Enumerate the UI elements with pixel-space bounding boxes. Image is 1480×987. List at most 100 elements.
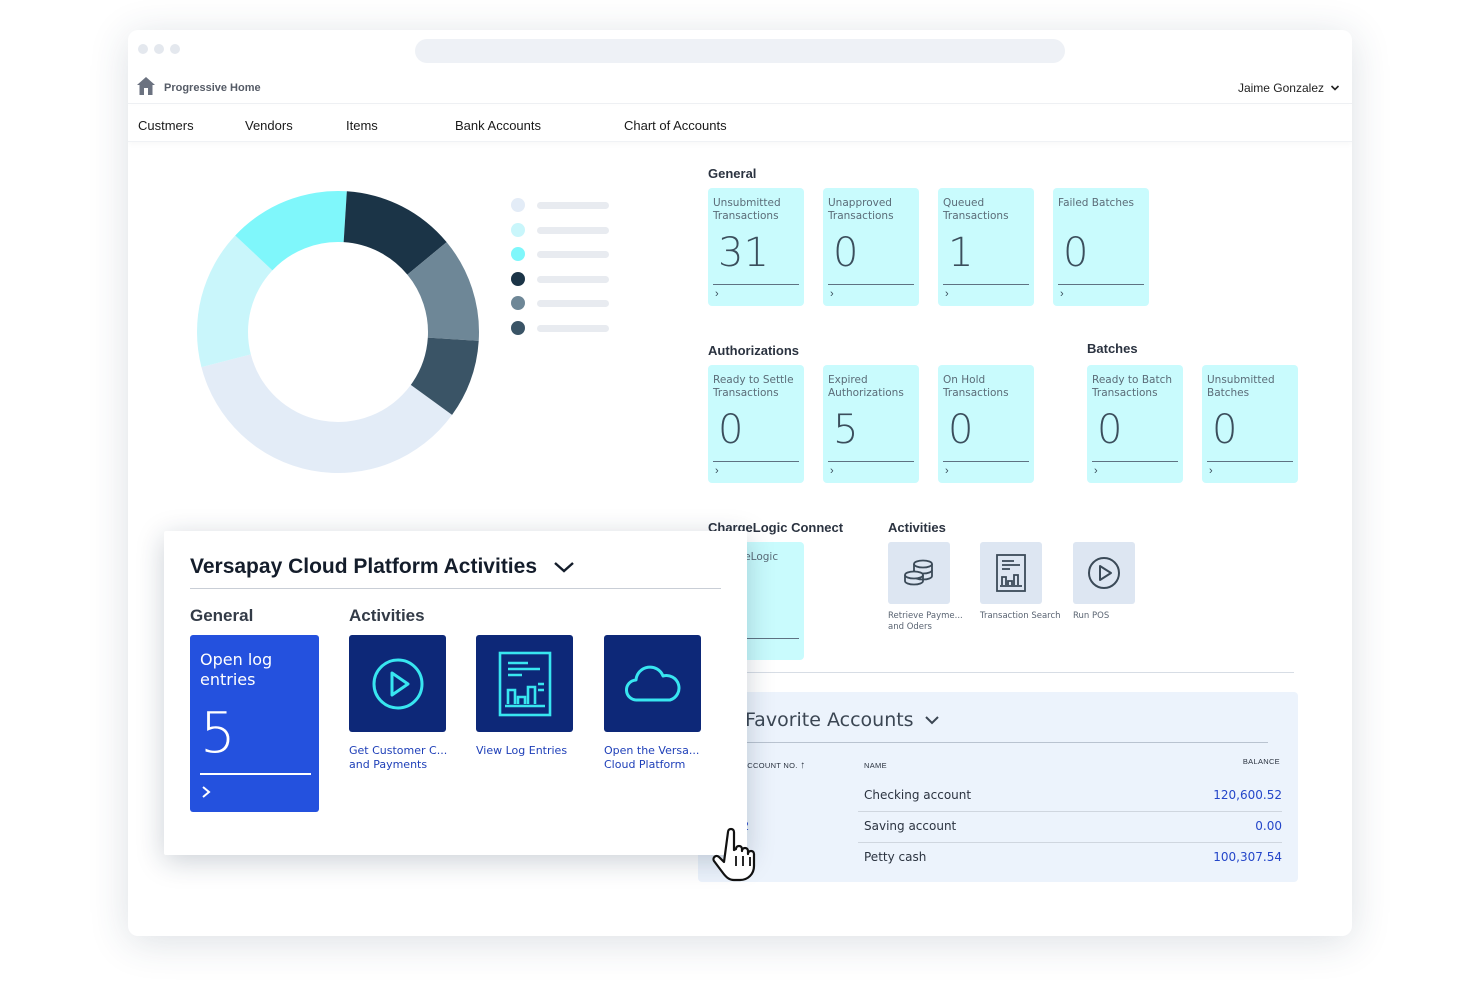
general-heading: General <box>708 166 757 181</box>
legend-swatch <box>511 296 525 311</box>
hand-cursor-icon <box>712 827 756 882</box>
window-dot-minimize[interactable] <box>154 44 164 54</box>
activity-run-pos[interactable] <box>1073 542 1135 604</box>
row-divider <box>858 842 1282 843</box>
activity-label[interactable]: View Log Entries <box>476 744 568 757</box>
browser-chrome <box>128 30 1352 70</box>
activity-label[interactable]: Get Customer C... and Payments <box>349 744 448 771</box>
table-row[interactable]: 3 Petty cash 100,307.54 <box>738 843 1282 874</box>
activity-transaction-search[interactable] <box>980 542 1042 604</box>
activity-retrieve-payments[interactable] <box>888 542 950 604</box>
tile-value: 1 <box>948 230 974 276</box>
tile-open-log-entries[interactable]: Open log entries 5 <box>190 635 319 812</box>
tile-unsubmitted-transactions[interactable]: Unsubmitted Transactions 31 › <box>708 188 804 306</box>
table-row[interactable]: 2 Saving account 0.00 <box>738 812 1282 843</box>
tile-on-hold-transactions[interactable]: On Hold Transactions 0 › <box>938 365 1034 483</box>
chevron-right-icon: › <box>1094 465 1098 477</box>
chevron-right-icon: › <box>945 288 949 300</box>
account-balance[interactable]: 0.00 <box>1255 819 1282 833</box>
legend-label-placeholder <box>537 251 609 259</box>
play-icon <box>372 658 423 709</box>
coins-icon <box>904 559 933 586</box>
account-balance[interactable]: 120,600.52 <box>1213 788 1282 802</box>
chevron-right-icon: › <box>715 465 719 477</box>
favorite-accounts-panel: Favorite Accounts ACCOUNT NO. ↑ NAME BAL… <box>698 692 1298 882</box>
account-balance[interactable]: 100,307.54 <box>1213 850 1282 864</box>
tile-get-customer-payments[interactable] <box>349 635 446 732</box>
tile-open-cloud-platform[interactable] <box>604 635 701 732</box>
user-menu[interactable]: Jaime Gonzalez <box>1238 81 1340 95</box>
account-name: Checking account <box>864 788 972 802</box>
tile-value: 0 <box>833 230 859 276</box>
cloud-icon <box>624 665 680 701</box>
card-divider <box>190 588 721 589</box>
overlay-activities-heading: Activities <box>349 606 425 625</box>
versapay-card-header[interactable]: Versapay Cloud Platform Activities <box>190 555 575 579</box>
column-header-account-no[interactable]: ACCOUNT NO. ↑ <box>742 760 805 771</box>
tile-unsubmitted-batches[interactable]: Unsubmitted Batches 0 › <box>1202 365 1298 483</box>
account-name: Petty cash <box>864 850 927 864</box>
tile-value: 5 <box>833 407 859 453</box>
tile-divider <box>1058 284 1144 285</box>
tile-ready-to-settle[interactable]: Ready to Settle Transactions 0 › <box>708 365 804 483</box>
donut-slice-4 <box>343 191 447 275</box>
tile-unapproved-transactions[interactable]: Unapproved Transactions 0 › <box>823 188 919 306</box>
tile-divider <box>200 773 311 775</box>
activity-label: Run POS <box>1073 611 1110 621</box>
tile-value: 0 <box>1212 407 1238 453</box>
favorite-accounts-toggle[interactable]: Favorite Accounts <box>745 709 940 731</box>
tile-label: Open log entries <box>200 650 273 689</box>
nav-item-customers[interactable]: Custmers <box>138 118 194 133</box>
legend-swatch <box>511 222 525 237</box>
donut-slice-5 <box>407 242 479 341</box>
chevron-right-icon: › <box>1060 288 1064 300</box>
column-header-balance: BALANCE <box>1242 757 1280 766</box>
tile-failed-batches[interactable]: Failed Batches 0 › <box>1053 188 1149 306</box>
tile-ready-to-batch[interactable]: Ready to Batch Transactions 0 › <box>1087 365 1183 483</box>
authorizations-heading: Authorizations <box>708 343 799 358</box>
favorite-accounts-title: Favorite Accounts <box>745 709 914 731</box>
overlay-general-heading: General <box>190 606 254 625</box>
legend-swatch <box>511 271 525 286</box>
activity-label: Retrieve Payme... and Oders <box>888 611 963 632</box>
tile-value: 0 <box>718 407 744 453</box>
tile-label: Failed Batches <box>1058 197 1134 209</box>
tile-queued-transactions[interactable]: Queued Transactions 1 › <box>938 188 1034 306</box>
tile-divider <box>943 284 1029 285</box>
tile-label: Ready to Batch Transactions <box>1092 374 1172 399</box>
column-header-name: NAME <box>864 761 887 770</box>
tile-value: 5 <box>200 701 236 766</box>
tile-label: On Hold Transactions <box>943 374 1009 399</box>
activity-label[interactable]: Open the Versa... Cloud Platform <box>604 744 700 771</box>
chevron-down-icon <box>1330 85 1340 91</box>
batches-heading: Batches <box>1087 341 1138 356</box>
tile-divider <box>1092 461 1178 462</box>
brand-name: Progressive Home <box>164 82 261 94</box>
donut-slice-2 <box>197 235 273 368</box>
tile-value: 0 <box>1063 230 1089 276</box>
tile-divider <box>828 461 914 462</box>
versapay-activities-card: Versapay Cloud Platform Activities Gener… <box>164 531 747 855</box>
url-bar[interactable] <box>415 39 1065 63</box>
accounts-divider <box>738 742 1268 743</box>
nav-item-bank-accounts[interactable]: Bank Accounts <box>455 118 541 133</box>
window-dot-close[interactable] <box>138 44 148 54</box>
tile-expired-authorizations[interactable]: Expired Authorizations 5 › <box>823 365 919 483</box>
tile-label: Queued Transactions <box>943 197 1009 222</box>
tile-view-log-entries[interactable] <box>476 635 573 732</box>
nav-item-items[interactable]: Items <box>346 118 378 133</box>
legend-label-placeholder <box>537 202 609 209</box>
nav-item-chart-of-accounts[interactable]: Chart of Accounts <box>624 118 727 133</box>
legend-swatch <box>511 247 525 262</box>
activities-heading: Activities <box>888 520 946 535</box>
home-icon[interactable] <box>136 76 156 96</box>
activity-label: Transaction Search <box>980 611 1061 621</box>
window-dot-maximize[interactable] <box>170 44 180 54</box>
legend-swatch <box>511 320 525 335</box>
app-header: Progressive Home Jaime Gonzalez <box>128 74 1352 104</box>
table-row[interactable]: Checking account 120,600.52 <box>738 781 1282 812</box>
nav-item-vendors[interactable]: Vendors <box>245 118 293 133</box>
tile-divider <box>713 461 799 462</box>
tile-divider <box>943 461 1029 462</box>
